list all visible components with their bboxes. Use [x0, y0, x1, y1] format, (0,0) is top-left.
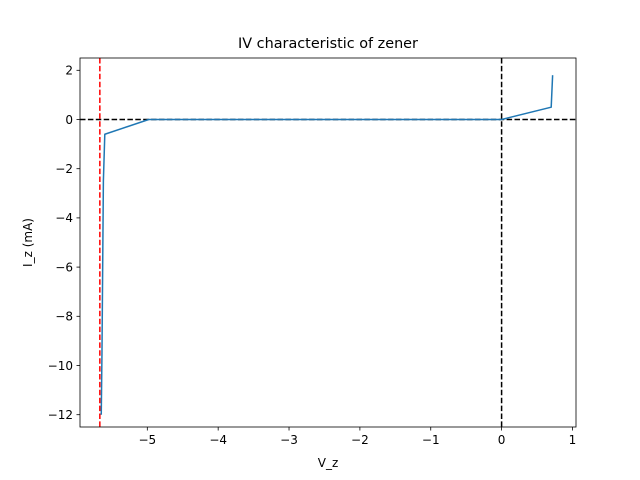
y-tick-label: 2 — [65, 64, 73, 78]
y-tick-label: −6 — [55, 260, 73, 274]
y-axis: 2 0 −2 −4 −6 −8 −10 −12 — [48, 64, 80, 422]
y-tick-label: −4 — [55, 211, 73, 225]
y-tick-label: 0 — [65, 113, 73, 127]
series-layer — [100, 75, 554, 415]
y-axis-label: I_z (mA) — [21, 218, 35, 267]
x-axis: −5 −4 −3 −2 −1 0 1 — [138, 427, 576, 447]
y-tick-label: −12 — [48, 408, 73, 422]
x-tick-label: −5 — [138, 433, 156, 447]
x-tick-label: −3 — [280, 433, 298, 447]
x-axis-label: V_z — [318, 456, 339, 470]
x-tick-label: 0 — [498, 433, 506, 447]
y-tick-label: −10 — [48, 359, 73, 373]
chart-title: IV characteristic of zener — [238, 36, 418, 52]
plot-frame — [79, 57, 577, 428]
x-tick-label: −4 — [209, 433, 227, 447]
x-tick-label: −2 — [351, 433, 369, 447]
x-tick-label: 1 — [569, 433, 577, 447]
x-tick-label: −1 — [422, 433, 440, 447]
y-tick-label: −2 — [55, 162, 73, 176]
series-line-0 — [100, 75, 554, 415]
y-tick-label: −8 — [55, 310, 73, 324]
